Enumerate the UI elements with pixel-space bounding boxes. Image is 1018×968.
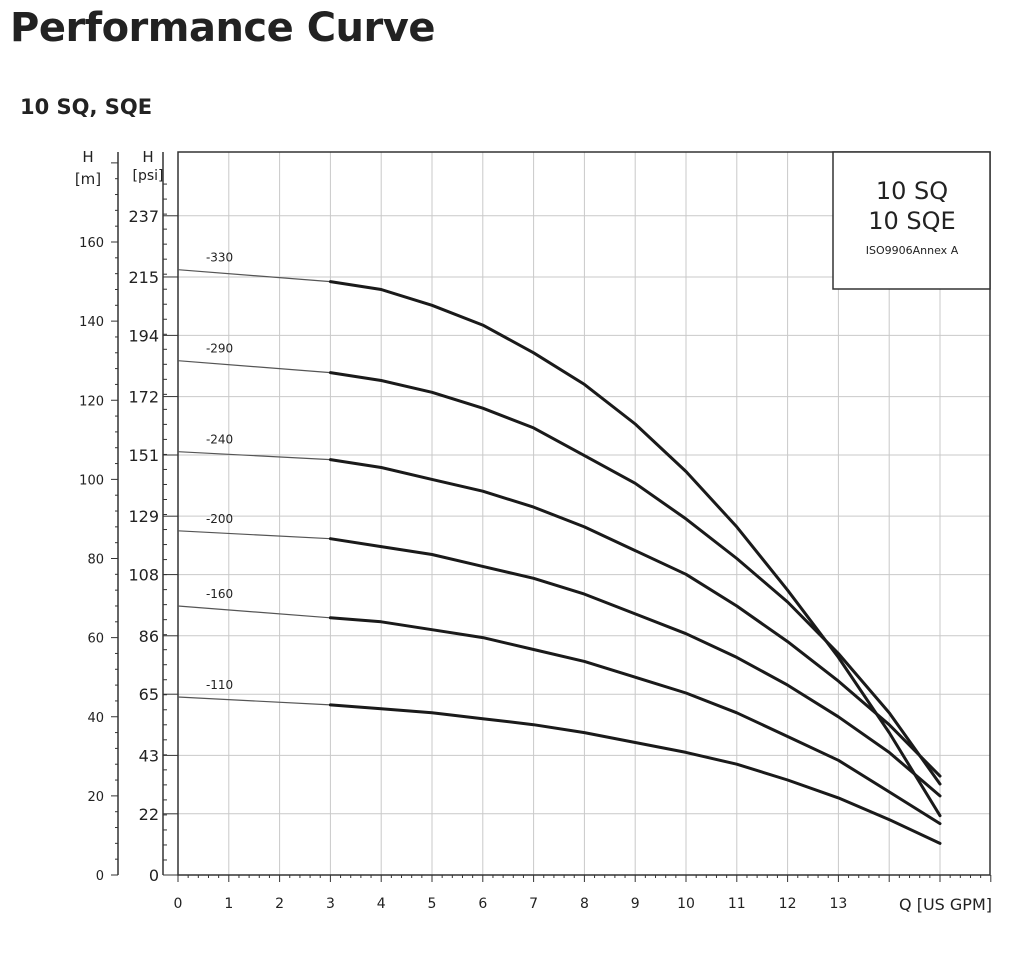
y-tick-label-psi: 172 [128, 388, 159, 407]
x-tick-label: 6 [478, 896, 487, 912]
y-tick-label-psi: 43 [139, 746, 159, 765]
y-tick-label-psi: 194 [128, 326, 159, 345]
curve-290 [328, 371, 942, 786]
x-tick-label: 8 [580, 896, 589, 912]
page-title: Performance Curve [10, 5, 435, 51]
x-tick-label: 13 [829, 896, 847, 912]
legend-line-2: 10 SQE [868, 207, 955, 235]
x-tick-label: 11 [728, 896, 746, 912]
y-tick-label-psi: 22 [139, 805, 159, 824]
y-tick-label-metre: 100 [79, 473, 104, 488]
curve-160 [328, 616, 942, 826]
legend-line-3: ISO9906Annex A [866, 244, 959, 257]
x-tick-label: 5 [428, 896, 437, 912]
y-tick-label-metre: 40 [87, 711, 104, 726]
y-tick-label-psi: 129 [128, 507, 159, 526]
x-tick-label: 10 [677, 896, 695, 912]
legend-box-frame [832, 151, 991, 290]
curve-label: -330 [206, 251, 233, 265]
curve-160-thin [177, 605, 331, 619]
x-axis-label: Q [US GPM] [899, 895, 992, 914]
y-tick-label-metre: 140 [79, 315, 104, 330]
y-axis-unit-psi: [psi] [133, 168, 164, 184]
chart-title: 10 SQ, SQE [20, 95, 152, 119]
y-axis-unit-metre: [m] [75, 170, 101, 188]
y-tick-label-metre: 0 [96, 869, 104, 884]
y-axis-label-psi: H [142, 148, 153, 166]
curve-240 [328, 458, 942, 778]
x-tick-label: 2 [275, 896, 284, 912]
chart-axes: 020406080100120140160H[m]022436586108129… [75, 148, 992, 914]
curve-110-thin [177, 696, 331, 706]
x-tick-label: 9 [631, 896, 640, 912]
y-tick-label-psi: 0 [149, 866, 159, 885]
y-tick-label-metre: 120 [79, 394, 104, 409]
y-tick-label-psi: 86 [139, 627, 159, 646]
x-tick-label: 4 [377, 896, 386, 912]
x-tick-label: 3 [326, 896, 335, 912]
x-tick-label: 1 [224, 896, 233, 912]
chart-curves: -330 -290 -240 -200 -160 -110 [177, 251, 942, 845]
x-tick-label: 12 [779, 896, 797, 912]
curve-label: -290 [206, 342, 233, 356]
y-tick-label-psi: 237 [128, 207, 159, 226]
curve-200 [328, 537, 942, 798]
y-tick-label-metre: 20 [87, 790, 104, 805]
y-tick-label-psi: 108 [128, 566, 159, 585]
curve-label: -200 [206, 512, 233, 526]
y-tick-label-metre: 80 [87, 553, 104, 568]
y-tick-label-psi: 65 [139, 685, 159, 704]
curve-240-thin [177, 451, 331, 461]
y-tick-label-psi: 151 [128, 446, 159, 465]
curve-330 [328, 280, 942, 818]
y-tick-label-metre: 160 [79, 236, 104, 251]
curve-label: -240 [206, 433, 233, 447]
legend-line-1: 10 SQ [876, 177, 948, 205]
curve-label: -160 [206, 587, 233, 601]
y-tick-label-psi: 215 [128, 268, 159, 287]
y-axis-label-metre: H [82, 148, 93, 166]
y-tick-label-metre: 60 [87, 632, 104, 647]
curve-330-thin [177, 269, 331, 283]
curve-110 [328, 703, 942, 845]
x-tick-label: 7 [529, 896, 538, 912]
curve-label: -110 [206, 678, 233, 692]
curve-290-thin [177, 360, 331, 374]
x-tick-label: 0 [174, 896, 183, 912]
curve-200-thin [177, 530, 331, 540]
